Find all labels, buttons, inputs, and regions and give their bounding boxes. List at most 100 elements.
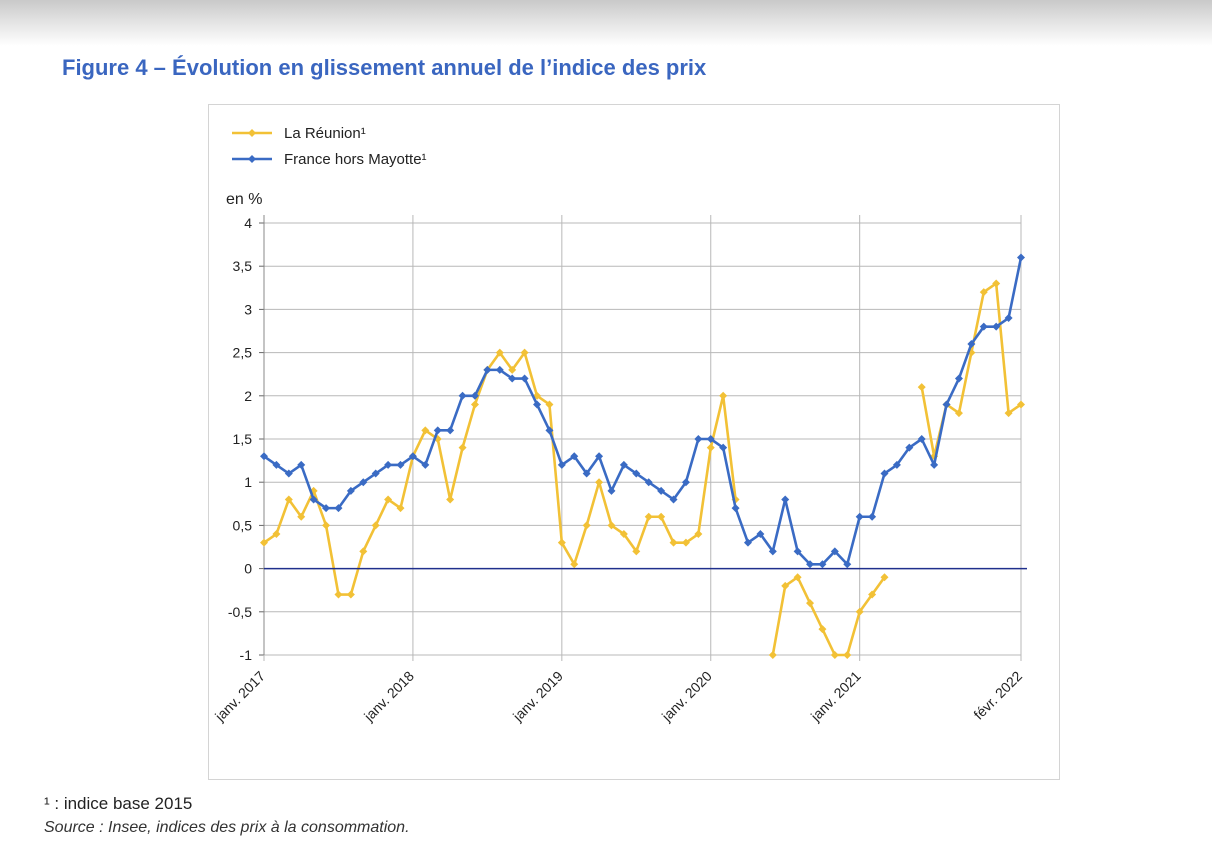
data-point — [570, 452, 579, 461]
data-point — [1004, 314, 1013, 323]
data-point — [619, 530, 628, 539]
data-point — [954, 374, 963, 383]
data-point — [470, 391, 479, 400]
y-tick-label: 3,5 — [233, 258, 253, 274]
data-point — [1004, 409, 1013, 418]
legend-marker — [248, 129, 256, 137]
data-point — [756, 530, 765, 539]
data-point — [806, 599, 815, 608]
data-point — [880, 469, 889, 478]
data-point — [582, 469, 591, 478]
data-point — [508, 374, 517, 383]
data-point — [1017, 400, 1025, 409]
data-point — [533, 400, 542, 409]
data-point — [979, 288, 988, 297]
data-point — [731, 504, 740, 513]
data-point — [458, 391, 467, 400]
y-tick-label: -0,5 — [228, 604, 252, 620]
data-point — [855, 512, 864, 521]
data-point — [967, 339, 976, 348]
data-point — [781, 495, 790, 504]
data-point — [793, 547, 802, 556]
data-point — [843, 651, 852, 659]
data-point — [892, 460, 901, 469]
data-point — [322, 504, 331, 513]
data-point — [346, 486, 355, 495]
y-tick-label: 0 — [244, 561, 252, 577]
data-point — [396, 460, 405, 469]
series-line — [262, 351, 737, 596]
legend-marker — [248, 155, 256, 163]
series-line — [771, 575, 886, 657]
legend-label: La Réunion¹ — [284, 125, 366, 142]
data-point — [297, 460, 306, 469]
data-point — [557, 460, 566, 469]
y-tick-label: 4 — [244, 215, 252, 231]
data-point — [545, 426, 554, 435]
y-tick-label: 1,5 — [233, 431, 253, 447]
data-point — [954, 409, 963, 418]
data-point — [557, 538, 566, 547]
data-point — [992, 279, 1001, 288]
data-point — [520, 374, 529, 383]
y-tick-label: 0,5 — [233, 517, 253, 533]
data-point — [669, 538, 678, 547]
data-point — [793, 573, 802, 582]
data-point — [781, 581, 790, 590]
data-point — [1017, 253, 1025, 262]
data-point — [408, 452, 417, 461]
data-point — [830, 547, 839, 556]
data-point — [743, 538, 752, 547]
y-tick-label: 2 — [244, 388, 252, 404]
series-line — [262, 256, 1023, 566]
data-point — [619, 460, 628, 469]
data-point — [917, 383, 926, 392]
data-point — [694, 435, 703, 443]
top-gradient-bar — [0, 0, 1212, 46]
data-point — [644, 478, 653, 487]
data-point — [545, 400, 554, 409]
data-point — [706, 443, 715, 452]
data-point — [570, 560, 579, 569]
data-point — [768, 547, 777, 556]
data-point — [681, 538, 690, 547]
data-point — [880, 573, 889, 582]
data-point — [930, 460, 939, 469]
data-point — [806, 560, 815, 569]
data-point — [371, 469, 380, 478]
data-point — [384, 460, 393, 469]
x-tick-label: janv. 2017 — [211, 668, 268, 725]
figure-title: Figure 4 – Évolution en glissement annue… — [62, 55, 707, 80]
data-point — [284, 495, 293, 504]
y-tick-label: 1 — [244, 474, 252, 490]
data-point — [595, 452, 604, 461]
data-point — [830, 651, 839, 659]
data-point — [917, 435, 926, 443]
data-point — [322, 521, 331, 530]
data-point — [458, 443, 467, 452]
data-point — [855, 607, 864, 616]
series-reunion — [260, 279, 1025, 659]
data-point — [284, 469, 293, 478]
data-point — [632, 547, 641, 556]
data-point — [334, 504, 343, 513]
data-point — [992, 322, 1001, 331]
data-point — [260, 538, 268, 547]
legend-item-france: France hors Mayotte¹ — [232, 151, 427, 168]
source-note: Source : Insee, indices des prix à la co… — [44, 819, 410, 836]
x-tick-label: janv. 2021 — [807, 668, 864, 725]
data-point — [868, 512, 877, 521]
data-point — [657, 512, 666, 521]
data-point — [905, 443, 914, 452]
data-point — [483, 365, 492, 374]
data-point — [297, 512, 306, 521]
data-point — [818, 625, 827, 634]
data-point — [421, 426, 430, 435]
data-point — [260, 452, 268, 461]
data-point — [595, 478, 604, 487]
data-point — [334, 590, 343, 599]
data-point — [607, 521, 616, 530]
data-point — [818, 560, 827, 569]
data-point — [371, 521, 380, 530]
